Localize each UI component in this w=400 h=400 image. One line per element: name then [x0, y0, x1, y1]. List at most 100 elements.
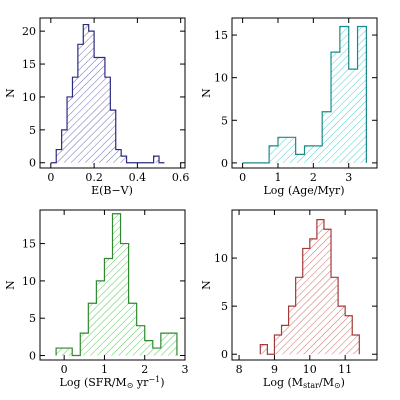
sfr-ylabel: N	[4, 280, 17, 290]
sfr-xtick-label: 1	[101, 363, 108, 376]
age-bar	[295, 154, 305, 163]
ebv-frame	[39, 17, 186, 169]
sfr-bar	[160, 333, 169, 356]
sfr-bar	[88, 303, 97, 356]
age-xtick-label: 1	[274, 171, 281, 184]
age-ticks: 0 1 2 3 0 5 10 15	[214, 18, 377, 184]
mstar-bar	[345, 315, 353, 355]
ebv-xtick-label: 0.2	[85, 171, 103, 184]
sfr-bar	[96, 280, 105, 356]
ebv-bar	[83, 24, 89, 163]
mstar-ytick-label: 0	[221, 348, 228, 361]
sfr-bar	[112, 213, 121, 356]
ebv-bar	[72, 77, 78, 163]
age-bar	[286, 137, 296, 163]
age-frame	[231, 17, 378, 169]
mstar-bar	[331, 277, 339, 355]
age-xtick-label: 2	[310, 171, 317, 184]
ebv-histogram	[50, 23, 165, 164]
mstar-xlabel: Log (Mstar/M⊙)	[263, 376, 345, 390]
age-ylabel: N	[200, 88, 213, 98]
ebv-bar	[153, 156, 160, 163]
age-bar	[269, 145, 278, 163]
sfr-histogram	[55, 213, 178, 357]
ebv-bar	[94, 57, 100, 163]
sfr-bar	[152, 348, 161, 356]
age-xlabel: Log (Age/Myr)	[264, 184, 345, 197]
mstar-ytick-label: 10	[214, 252, 228, 265]
age-bar	[357, 26, 367, 163]
ebv-ytick-label: 20	[22, 25, 36, 38]
mstar-bar	[316, 219, 324, 355]
ebv-bar	[67, 96, 73, 163]
panel-ebv: 0 0.2 0.4 0.6 0 5 10 15 20 E(B−V) N	[4, 17, 189, 197]
ebv-ticks: 0 0.2 0.4 0.6 0 5 10 15 20	[22, 18, 189, 184]
sfr-ytick-label: 10	[22, 275, 36, 288]
sfr-bar	[56, 348, 65, 356]
mstar-xtick-label: 10	[303, 363, 317, 376]
mstar-bar	[295, 277, 303, 355]
sfr-outline	[55, 213, 178, 357]
sfr-ytick-label: 5	[29, 312, 36, 325]
age-ytick-label: 15	[214, 29, 228, 42]
ebv-outline	[50, 23, 165, 164]
sfr-bar	[80, 333, 89, 356]
mstar-bar	[260, 344, 268, 355]
ebv-bar	[99, 57, 105, 163]
age-bar	[322, 111, 332, 163]
sfr-ytick-label: 0	[29, 350, 36, 363]
ebv-bar	[115, 149, 122, 163]
ebv-bar	[121, 156, 127, 163]
ebv-ylabel: N	[4, 88, 17, 98]
sfr-bar	[128, 303, 137, 356]
mstar-frame	[231, 209, 378, 361]
mstar-xtick-label: 8	[236, 363, 243, 376]
sfr-bar	[144, 340, 153, 356]
ebv-ytick-label: 0	[29, 157, 36, 170]
age-bar	[304, 145, 314, 163]
ebv-xlabel: E(B−V)	[91, 184, 133, 197]
age-bar	[277, 137, 287, 163]
ebv-bar	[104, 77, 111, 163]
mstar-bar	[281, 325, 289, 355]
age-xtick-label: 3	[345, 171, 352, 184]
age-histogram	[242, 25, 367, 164]
ebv-xtick-label: 0.6	[172, 171, 190, 184]
sfr-xtick-label: 0	[61, 363, 68, 376]
ebv-bar	[77, 44, 84, 163]
sfr-xlabel: Log (SFR/M⊙ yr−1)	[60, 375, 165, 390]
mstar-bar	[352, 335, 360, 355]
panel-mstar: 8 9 10 11 0 5 10 Log (Mstar/M⊙) N	[200, 209, 378, 390]
panel-age: 0 1 2 3 0 5 10 15 Log (Age/Myr) N	[200, 17, 378, 197]
age-bar	[331, 52, 340, 163]
mstar-ticks: 8 9 10 11 0 5 10	[214, 210, 377, 376]
sfr-bar	[64, 348, 73, 356]
ebv-ytick-label: 15	[22, 58, 36, 71]
sfr-ticks: 0 1 2 3 0 5 10 15	[22, 210, 189, 376]
age-ytick-label: 5	[221, 114, 228, 127]
ebv-bar	[88, 31, 95, 163]
mstar-bar	[338, 306, 346, 355]
ebv-bar	[110, 110, 116, 163]
mstar-outline	[259, 219, 360, 355]
sfr-ytick-label: 15	[22, 238, 36, 251]
ebv-bar	[56, 149, 62, 163]
sfr-bar	[120, 243, 129, 356]
sfr-frame	[39, 209, 186, 361]
sfr-bar	[104, 258, 113, 356]
age-ytick-label: 10	[214, 72, 228, 85]
mstar-bar	[309, 238, 317, 355]
mstar-bar	[274, 335, 282, 355]
mstar-bar	[302, 248, 310, 355]
panel-sfr: 0 1 2 3 0 5 10 15 Log (SFR/M⊙ yr−1) N	[4, 209, 189, 390]
age-bar	[348, 69, 358, 163]
age-xtick-label: 0	[239, 171, 246, 184]
ebv-xtick-label: 0	[47, 171, 54, 184]
mstar-xtick-label: 11	[338, 363, 352, 376]
mstar-ylabel: N	[200, 280, 213, 290]
mstar-ytick-label: 5	[221, 300, 228, 313]
sfr-bar	[136, 325, 145, 356]
mstar-bar	[323, 229, 332, 355]
ebv-ytick-label: 5	[29, 124, 36, 137]
